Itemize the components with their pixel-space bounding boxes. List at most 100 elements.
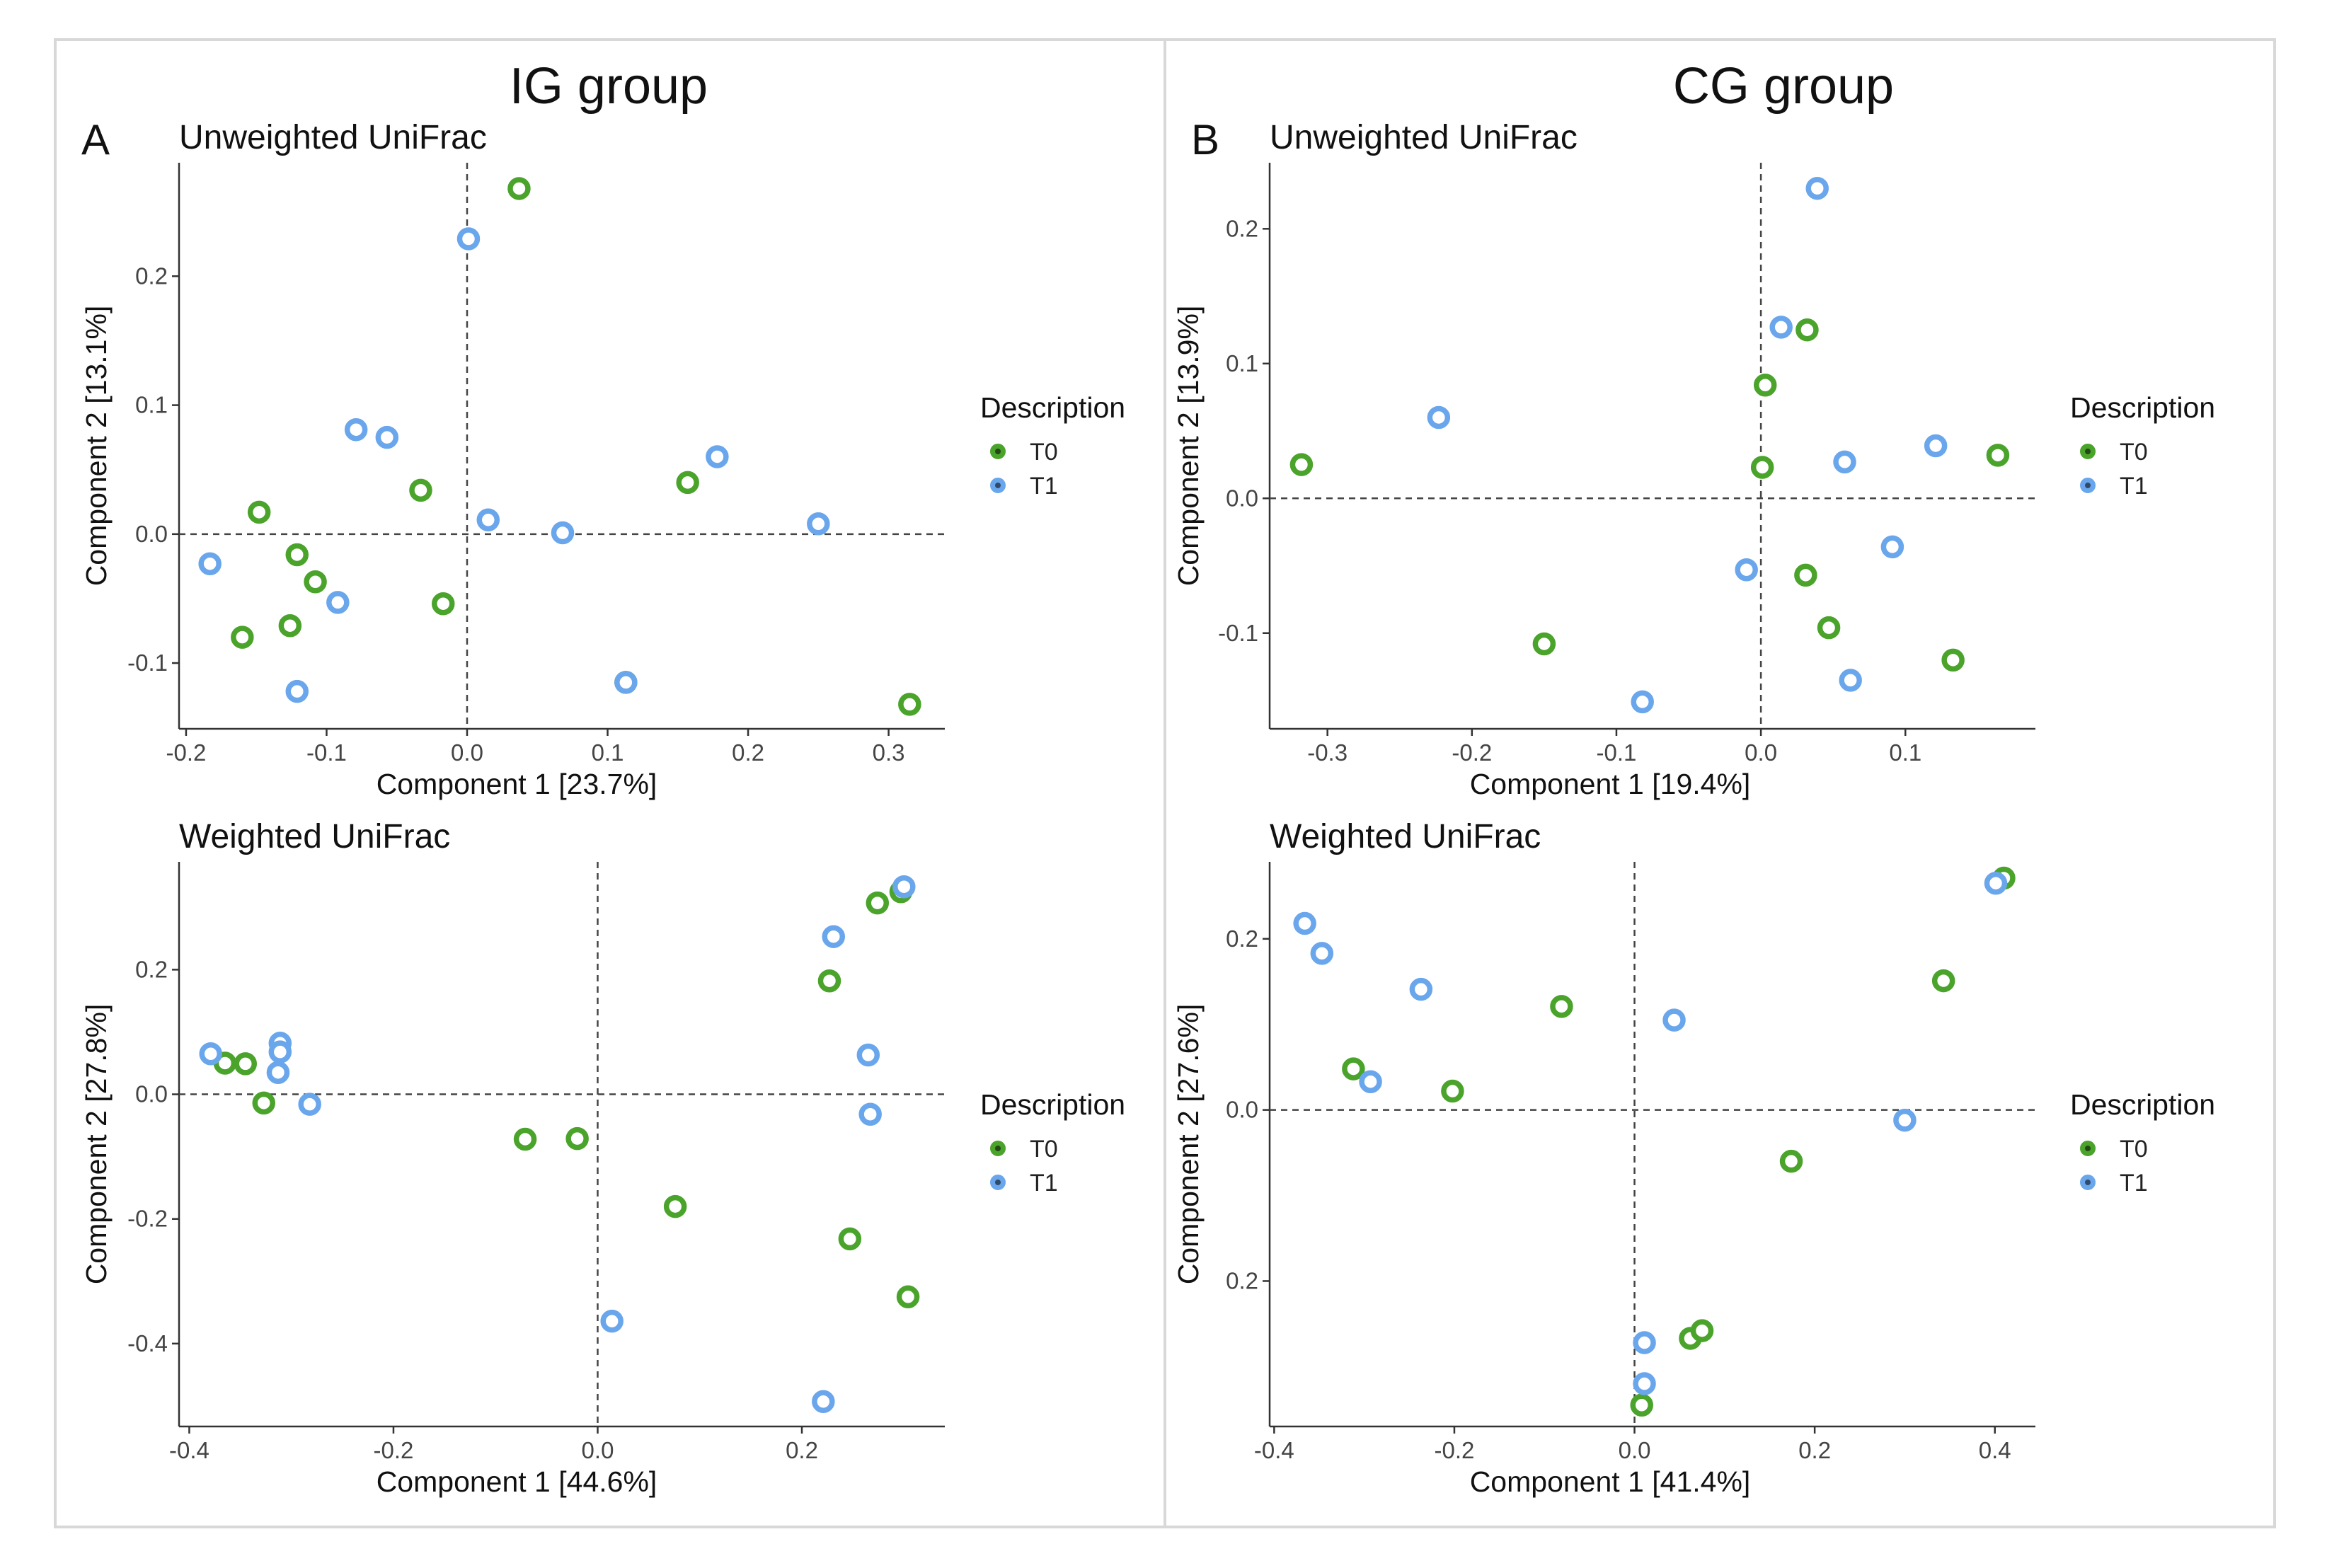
data-point-t1 — [326, 591, 350, 614]
data-point-t0 — [1550, 995, 1573, 1018]
data-point-t1 — [807, 512, 830, 536]
data-point-t1 — [812, 1390, 835, 1414]
plot-title: Unweighted UniFrac — [179, 119, 487, 156]
data-point-t1 — [375, 425, 399, 449]
data-point-t1 — [199, 1042, 222, 1066]
data-point-t0 — [898, 693, 921, 716]
data-point-t0 — [1817, 616, 1841, 640]
x-axis-label: Component 1 [19.4%] — [1470, 768, 1751, 800]
legend-label-t0: T0 — [2120, 1136, 2148, 1163]
legend-label-t0: T0 — [1030, 1136, 1058, 1163]
data-point-t1 — [198, 552, 222, 575]
data-point-t0 — [663, 1194, 687, 1218]
data-point-t0 — [1795, 318, 1819, 342]
data-point-t1 — [1984, 871, 2008, 895]
y-tick-label: -0.1 — [1218, 620, 1258, 646]
legend-key-center — [2085, 1180, 2091, 1185]
scatter-plot-1: A Unweighted UniFrac -0.2 -0.1 0.0 0.1 0.2 0.3 0… — [80, 116, 1125, 800]
legend-label-t0: T0 — [2120, 439, 2148, 466]
data-point-t1 — [1839, 669, 1862, 692]
data-point-t1 — [268, 1040, 292, 1063]
y-tick-label: 0.0 — [1226, 485, 1258, 511]
legend: Description T0 T1 — [980, 391, 1125, 500]
x-tick-label: -0.2 — [1435, 1437, 1475, 1463]
x-tick-label: -0.1 — [306, 739, 347, 766]
data-point-t1 — [344, 417, 368, 442]
x-tick-label: -0.2 — [1452, 739, 1492, 766]
data-point-t1 — [614, 671, 638, 694]
data-point-t1 — [1359, 1070, 1382, 1093]
data-point-t1 — [266, 1061, 290, 1084]
legend-key-center — [995, 483, 1001, 488]
data-point-t0 — [866, 891, 890, 915]
data-point-t0 — [1986, 444, 2010, 467]
data-point-t1 — [600, 1309, 624, 1333]
cg-group-title: CG group — [1673, 58, 1894, 115]
legend-title: Description — [2070, 391, 2215, 424]
legend-key-center — [995, 1180, 1001, 1185]
x-tick-label: 0.2 — [732, 739, 764, 766]
data-point-t0 — [896, 1285, 920, 1309]
legend-key-center — [2085, 1146, 2091, 1151]
data-point-t1 — [1631, 690, 1654, 714]
data-point-t0 — [1941, 648, 1965, 672]
x-tick-label: -0.2 — [166, 739, 206, 766]
scatter-plot-3: Weighted UniFrac -0.4 -0.2 0.0 0.2 0.2 0.0 -0.2… — [80, 818, 1125, 1498]
data-point-t0 — [1750, 456, 1774, 479]
y-tick-label: -0.1 — [127, 650, 168, 676]
data-point-t1 — [1735, 558, 1758, 582]
data-point-t1 — [551, 521, 575, 545]
y-tick-label: 0.2 — [135, 263, 168, 289]
x-tick-label: -0.3 — [1307, 739, 1348, 766]
data-point-t0 — [247, 500, 271, 524]
x-tick-label: 0.2 — [786, 1437, 818, 1463]
y-tick-label: 0.1 — [135, 392, 168, 418]
data-point-t0 — [234, 1052, 258, 1076]
data-point-t1 — [822, 925, 845, 948]
x-tick-label: 0.0 — [1619, 1437, 1651, 1463]
plot-title: Weighted UniFrac — [1270, 818, 1541, 855]
plot-title: Unweighted UniFrac — [1270, 119, 1578, 156]
legend-key-center — [2085, 449, 2091, 454]
legend: Description T0 T1 — [2070, 1088, 2215, 1197]
y-tick-label: 0.2 — [135, 956, 168, 982]
data-point-t1 — [856, 1043, 880, 1067]
data-point-t0 — [1441, 1079, 1464, 1103]
data-point-t1 — [1893, 1108, 1917, 1132]
data-point-t1 — [706, 445, 729, 468]
x-axis-label: Component 1 [23.7%] — [377, 768, 657, 800]
y-axis-label: Component 2 [13.9%] — [1172, 306, 1205, 587]
data-point-t1 — [1310, 942, 1334, 965]
legend-title: Description — [980, 1088, 1125, 1121]
y-tick-label: 0.1 — [1226, 350, 1258, 376]
data-point-t1 — [1633, 1331, 1656, 1354]
data-point-t0 — [1779, 1149, 1803, 1173]
y-tick-label: 0.0 — [135, 1081, 168, 1107]
legend-label-t1: T1 — [2120, 1170, 2148, 1197]
y-axis-label: Component 2 [27.8%] — [80, 1004, 113, 1285]
y-tick-label: 0.2 — [1226, 215, 1258, 241]
x-tick-label: -0.4 — [169, 1437, 209, 1463]
data-point-t1 — [1769, 316, 1793, 339]
panel-letter: A — [81, 116, 110, 163]
data-point-t0 — [431, 592, 455, 616]
data-point-t0 — [1794, 563, 1817, 587]
x-tick-label: -0.2 — [374, 1437, 414, 1463]
y-tick-label: -0.4 — [127, 1330, 168, 1356]
data-point-t0 — [1342, 1057, 1365, 1080]
data-point-t0 — [409, 478, 432, 502]
data-point-t1 — [476, 508, 500, 532]
data-point-t0 — [1532, 632, 1556, 656]
data-point-t0 — [565, 1126, 589, 1151]
legend-label-t1: T1 — [1030, 1170, 1058, 1197]
data-point-t0 — [285, 543, 309, 567]
data-point-t0 — [513, 1127, 537, 1151]
x-axis-label: Component 1 [44.6%] — [377, 1465, 657, 1498]
data-point-t1 — [298, 1093, 321, 1116]
x-tick-label: 0.1 — [592, 739, 624, 766]
x-tick-label: -0.1 — [1597, 739, 1637, 766]
x-tick-label: 0.0 — [451, 739, 483, 766]
legend-label-t1: T1 — [1030, 473, 1058, 500]
cg-group-frame — [1164, 38, 2276, 1528]
